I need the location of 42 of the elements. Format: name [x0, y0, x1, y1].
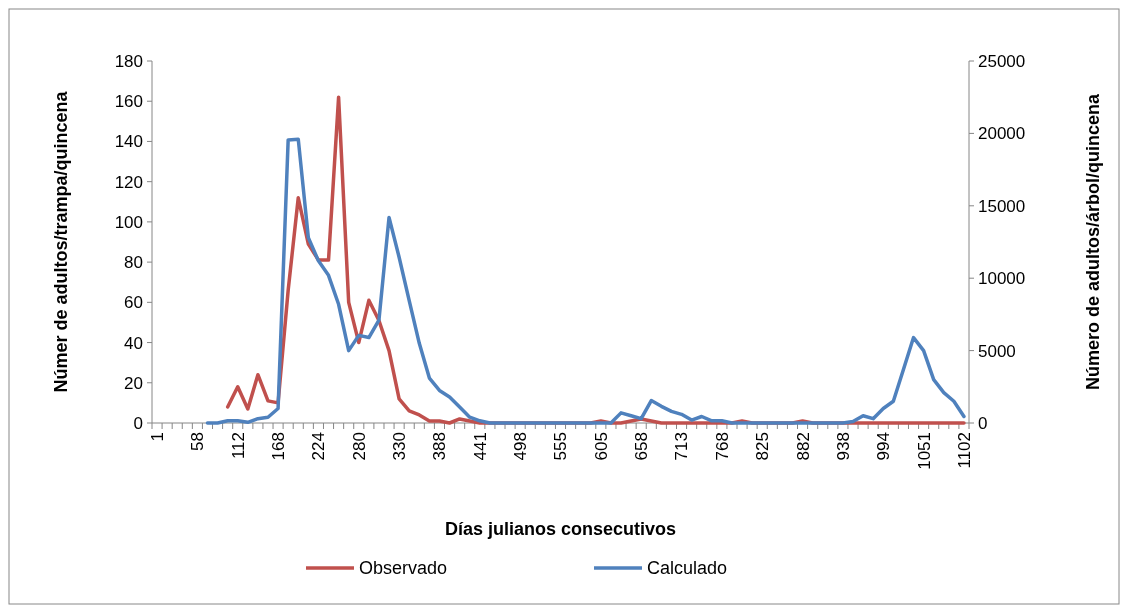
x-tick-label: 441	[470, 432, 490, 461]
x-tick-label: 605	[591, 432, 611, 461]
y-tick-label: 80	[124, 253, 143, 273]
y2-tick-label: 15000	[978, 196, 1026, 216]
x-tick-label: 224	[309, 432, 329, 461]
x-tick-label: 882	[793, 432, 813, 461]
y2-tick-label: 5000	[978, 341, 1016, 361]
y2-tick-label: 20000	[978, 124, 1026, 144]
x-tick-label: 994	[874, 432, 894, 461]
y-tick-label: 140	[114, 132, 143, 152]
y-tick-label: 180	[114, 51, 143, 71]
x-tick-label: 1102	[954, 432, 974, 469]
x-tick-label: 658	[632, 432, 652, 461]
y-tick-label: 0	[133, 413, 143, 433]
x-tick-label: 58	[188, 432, 208, 451]
y-tick-label: 120	[114, 172, 143, 192]
legend-label: Observado	[359, 558, 448, 579]
x-tick-label: 330	[390, 432, 410, 461]
x-tick-label: 1	[147, 432, 167, 442]
x-tick-label: 555	[551, 432, 571, 461]
y-tick-label: 100	[114, 212, 143, 232]
x-tick-label: 938	[833, 432, 853, 461]
x-tick-label: 1051	[914, 432, 934, 470]
y-axis-title: Númer de adultos/trampa/quincena	[51, 90, 71, 393]
x-tick-label: 713	[672, 432, 692, 461]
x-axis-title: Días julianos consecutivos	[444, 519, 677, 539]
x-tick-label: 280	[349, 432, 369, 461]
x-tick-label: 825	[753, 432, 773, 461]
x-tick-label: 112	[228, 432, 248, 460]
y-tick-label: 20	[124, 373, 143, 393]
y-tick-label: 160	[114, 92, 143, 112]
x-tick-label: 168	[269, 432, 289, 461]
y2-axis-title: Número de adultos/árbol/quincena	[1083, 92, 1103, 391]
y-tick-label: 40	[124, 333, 143, 353]
x-tick-label: 768	[712, 432, 732, 461]
y-tick-label: 60	[124, 293, 143, 313]
legend-label: Calculado	[647, 558, 728, 579]
y2-tick-label: 25000	[978, 51, 1026, 71]
y2-tick-label: 10000	[978, 269, 1026, 289]
y2-tick-label: 0	[978, 413, 988, 433]
x-tick-label: 498	[511, 432, 531, 461]
x-tick-label: 388	[430, 432, 450, 461]
